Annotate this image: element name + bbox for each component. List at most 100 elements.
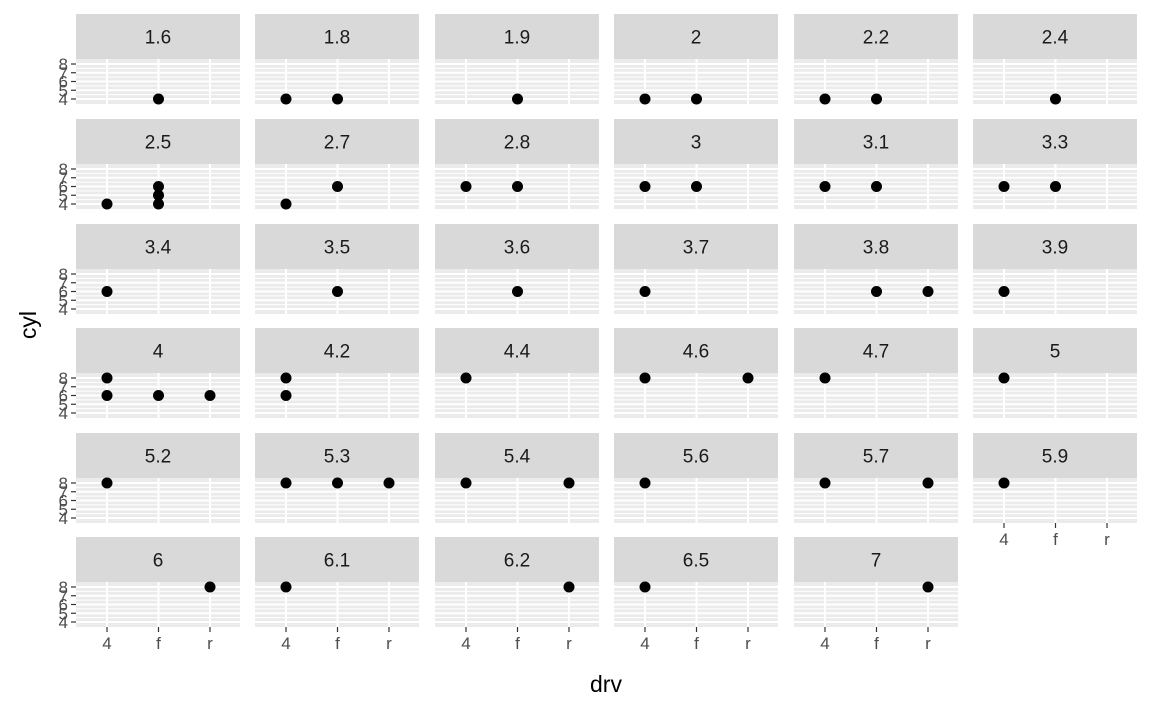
facet-strip-label: 2.2 <box>863 28 889 49</box>
facet-strip-label: 3.6 <box>504 238 530 259</box>
facet-strip-label: 2.4 <box>1042 28 1069 49</box>
data-point <box>998 372 1010 384</box>
data-point <box>691 93 702 105</box>
y-tick-label: 4 <box>59 404 68 423</box>
facet-strip <box>255 537 419 582</box>
data-point <box>332 477 343 489</box>
data-point <box>512 181 523 192</box>
x-tick-label: f <box>1053 530 1058 549</box>
y-tick-label: 7 <box>59 378 68 397</box>
data-point <box>332 181 343 192</box>
y-tick-label: 7 <box>59 64 68 83</box>
facet-strip <box>76 328 240 373</box>
facet-strip <box>255 433 419 478</box>
y-axis-title: cyl <box>15 311 41 339</box>
data-point <box>280 198 292 210</box>
data-point <box>998 477 1010 489</box>
y-tick-label: 7 <box>59 587 68 606</box>
facet-strip-label: 5.3 <box>324 447 350 468</box>
facet-strip <box>255 14 419 59</box>
facet-panel: 2.7 <box>255 119 419 210</box>
facet-panel: 4.2 <box>255 328 419 418</box>
x-tick-label: 4 <box>820 634 829 653</box>
facet-panel: 2.4 <box>973 14 1137 105</box>
y-tick-label: 7 <box>59 483 68 502</box>
data-point <box>922 286 934 297</box>
facet-strip-label: 1.6 <box>145 28 171 49</box>
y-tick-label: 5 <box>59 604 68 623</box>
data-point <box>639 372 651 384</box>
data-point <box>871 181 882 192</box>
facet-strip <box>76 537 240 582</box>
data-point <box>332 93 343 105</box>
x-tick-label: 4 <box>999 530 1008 549</box>
data-point <box>512 93 523 105</box>
x-axis-title: drv <box>590 671 622 697</box>
facet-strip <box>435 14 599 59</box>
facet-strip <box>614 433 778 478</box>
x-tick-label: 4 <box>640 634 649 653</box>
facet-strip-label: 6.5 <box>683 551 709 572</box>
y-tick-label: 5 <box>59 395 68 414</box>
facet-panel: 3.5 <box>255 224 419 314</box>
facet-strip-label: 3 <box>691 133 702 154</box>
data-point <box>280 477 292 489</box>
data-point <box>639 181 651 192</box>
y-tick-label: 6 <box>59 492 68 511</box>
y-tick-label: 7 <box>59 169 68 188</box>
facet-panel: 5 <box>973 328 1137 418</box>
facet-strip-label: 5 <box>1050 342 1061 363</box>
facet-panel: 2.8 <box>435 119 599 209</box>
x-tick-label: r <box>207 634 213 653</box>
facet-strip <box>435 328 599 373</box>
y-tick-label: 5 <box>59 186 68 205</box>
y-tick-label: 8 <box>59 265 68 284</box>
data-point <box>153 181 164 192</box>
data-point <box>742 372 754 384</box>
facet-panel: 3.6 <box>435 224 599 314</box>
x-tick-label: f <box>694 634 699 653</box>
facet-panel: 5.4 <box>435 433 599 523</box>
x-tick-label: r <box>745 634 751 653</box>
y-tick-label: 6 <box>59 283 68 302</box>
data-point <box>639 93 651 105</box>
facet-strip <box>794 537 958 582</box>
facet-strip <box>435 433 599 478</box>
x-tick-label: 4 <box>461 634 470 653</box>
facet-strip-label: 6 <box>153 551 164 572</box>
data-point <box>819 181 831 192</box>
facet-strip-label: 3.3 <box>1042 133 1068 154</box>
facet-panel: 3 <box>614 119 778 209</box>
data-point <box>101 372 113 384</box>
y-tick-label: 6 <box>59 387 68 406</box>
data-point <box>280 372 292 384</box>
facet-panel: 1.9 <box>435 14 599 105</box>
facet-strip <box>794 119 958 164</box>
facet-strip <box>76 14 240 59</box>
data-point <box>639 477 651 489</box>
facet-strip-label: 3.4 <box>145 238 172 259</box>
data-point <box>871 93 882 105</box>
data-point <box>819 477 831 489</box>
data-point <box>204 581 216 593</box>
data-point <box>101 286 113 297</box>
data-point <box>691 181 702 192</box>
data-point <box>460 181 472 192</box>
data-point <box>153 390 164 401</box>
data-point <box>153 93 164 105</box>
data-point <box>639 286 651 297</box>
facet-strip-label: 4.2 <box>324 342 350 363</box>
y-tick-label: 8 <box>59 578 68 597</box>
y-tick-label: 6 <box>59 73 68 92</box>
data-point <box>280 390 292 401</box>
facet-strip <box>614 119 778 164</box>
facet-strip-label: 4.7 <box>863 342 889 363</box>
facet-panel: 3.9 <box>973 224 1137 314</box>
data-point <box>1050 93 1061 105</box>
facet-strip <box>614 14 778 59</box>
data-point <box>153 198 164 210</box>
facet-strip <box>973 224 1137 269</box>
y-tick-label: 4 <box>59 613 68 632</box>
